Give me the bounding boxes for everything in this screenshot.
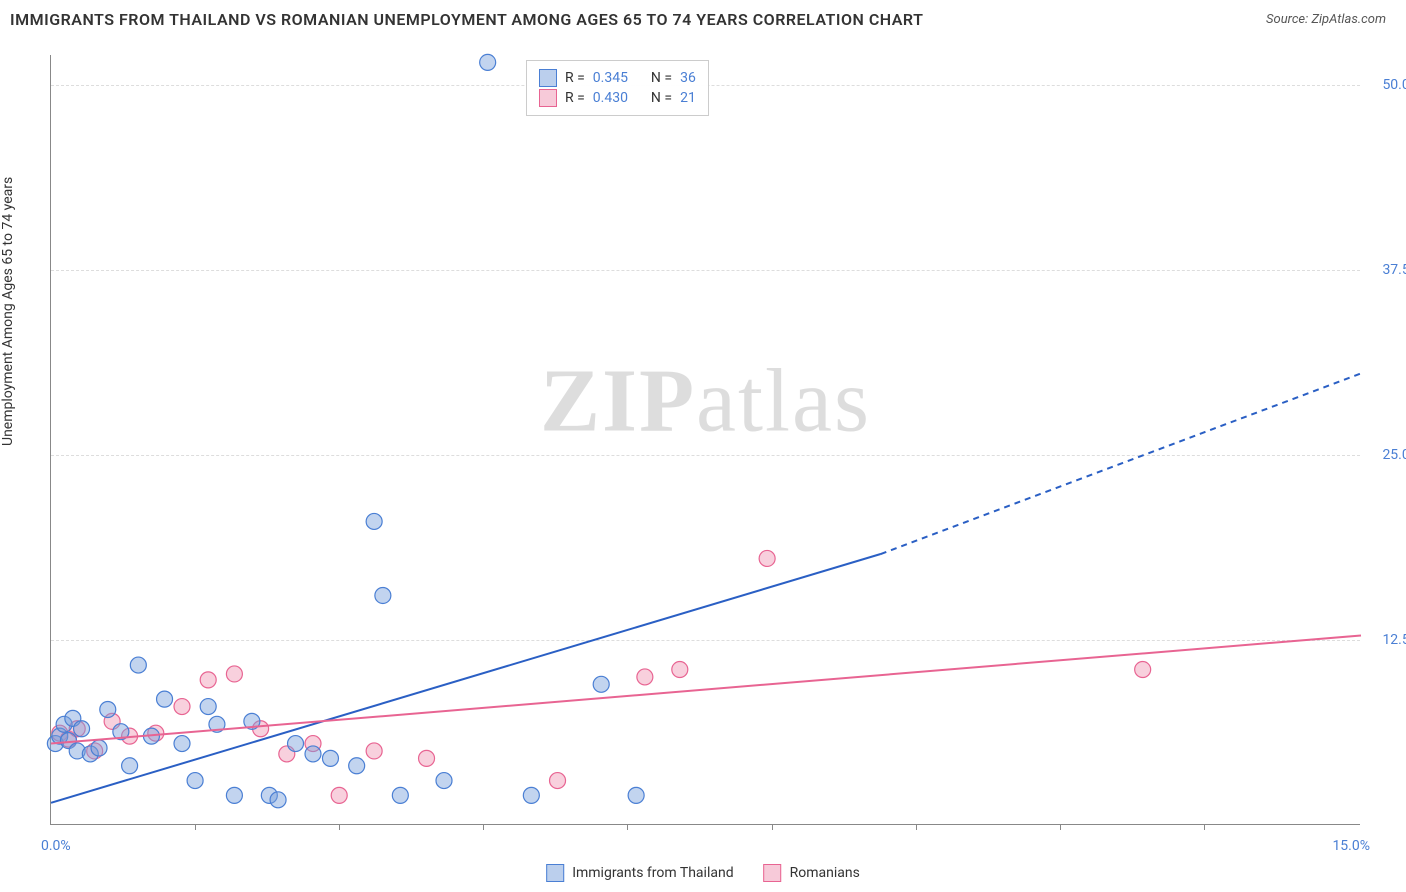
x-tick <box>483 824 484 830</box>
data-point <box>322 750 338 766</box>
x-tick <box>195 824 196 830</box>
data-point <box>366 513 382 529</box>
data-point <box>419 750 435 766</box>
data-point <box>628 787 644 803</box>
data-point <box>226 787 242 803</box>
source-label: Source: ZipAtlas.com <box>1266 12 1386 27</box>
legend-series: Immigrants from Thailand Romanians <box>546 864 860 882</box>
y-tick-label: 25.0% <box>1382 447 1406 463</box>
data-point <box>523 787 539 803</box>
data-point <box>305 746 321 762</box>
data-point <box>226 666 242 682</box>
x-tick <box>339 824 340 830</box>
x-tick <box>1204 824 1205 830</box>
data-point <box>157 691 173 707</box>
data-point <box>436 773 452 789</box>
data-point <box>593 676 609 692</box>
data-point <box>130 657 146 673</box>
data-point <box>91 740 107 756</box>
legend-item-blue: Immigrants from Thailand <box>546 864 733 882</box>
y-tick-label: 50.0% <box>1382 77 1406 93</box>
trend-line <box>51 635 1361 743</box>
x-tick <box>916 824 917 830</box>
data-point <box>672 662 688 678</box>
data-point <box>174 736 190 752</box>
data-point <box>187 773 203 789</box>
source-value: ZipAtlas.com <box>1311 12 1386 27</box>
swatch-blue-icon <box>546 864 564 882</box>
x-tick <box>627 824 628 830</box>
x-tick <box>1060 824 1061 830</box>
x-tick <box>772 824 773 830</box>
legend-label-blue: Immigrants from Thailand <box>572 865 733 881</box>
swatch-pink-icon <box>764 864 782 882</box>
plot-area: ZIPatlas 12.5%25.0%37.5%50.0% R = 0.345 … <box>50 55 1360 825</box>
data-point <box>550 773 566 789</box>
y-tick-label: 37.5% <box>1382 262 1406 278</box>
data-point <box>480 54 496 70</box>
legend-label-pink: Romanians <box>790 865 860 881</box>
chart-title: IMMIGRANTS FROM THAILAND VS ROMANIAN UNE… <box>10 10 923 29</box>
scatter-svg <box>51 55 1360 824</box>
data-point <box>270 792 286 808</box>
data-point <box>392 787 408 803</box>
data-point <box>200 699 216 715</box>
data-point <box>200 672 216 688</box>
trend-line <box>51 554 881 803</box>
y-axis-label: Unemployment Among Ages 65 to 74 years <box>0 177 16 446</box>
data-point <box>331 787 347 803</box>
source-prefix: Source: <box>1266 12 1308 27</box>
x-axis-min-label: 0.0% <box>41 838 71 854</box>
data-point <box>1135 662 1151 678</box>
x-axis-max-label: 15.0% <box>1332 838 1370 854</box>
data-point <box>288 736 304 752</box>
data-point <box>637 669 653 685</box>
data-point <box>100 702 116 718</box>
y-tick-label: 12.5% <box>1382 632 1406 648</box>
trend-line <box>881 373 1361 554</box>
data-point <box>366 743 382 759</box>
legend-item-pink: Romanians <box>764 864 860 882</box>
data-point <box>349 758 365 774</box>
data-point <box>759 550 775 566</box>
data-point <box>122 758 138 774</box>
data-point <box>74 721 90 737</box>
data-point <box>174 699 190 715</box>
data-point <box>375 587 391 603</box>
